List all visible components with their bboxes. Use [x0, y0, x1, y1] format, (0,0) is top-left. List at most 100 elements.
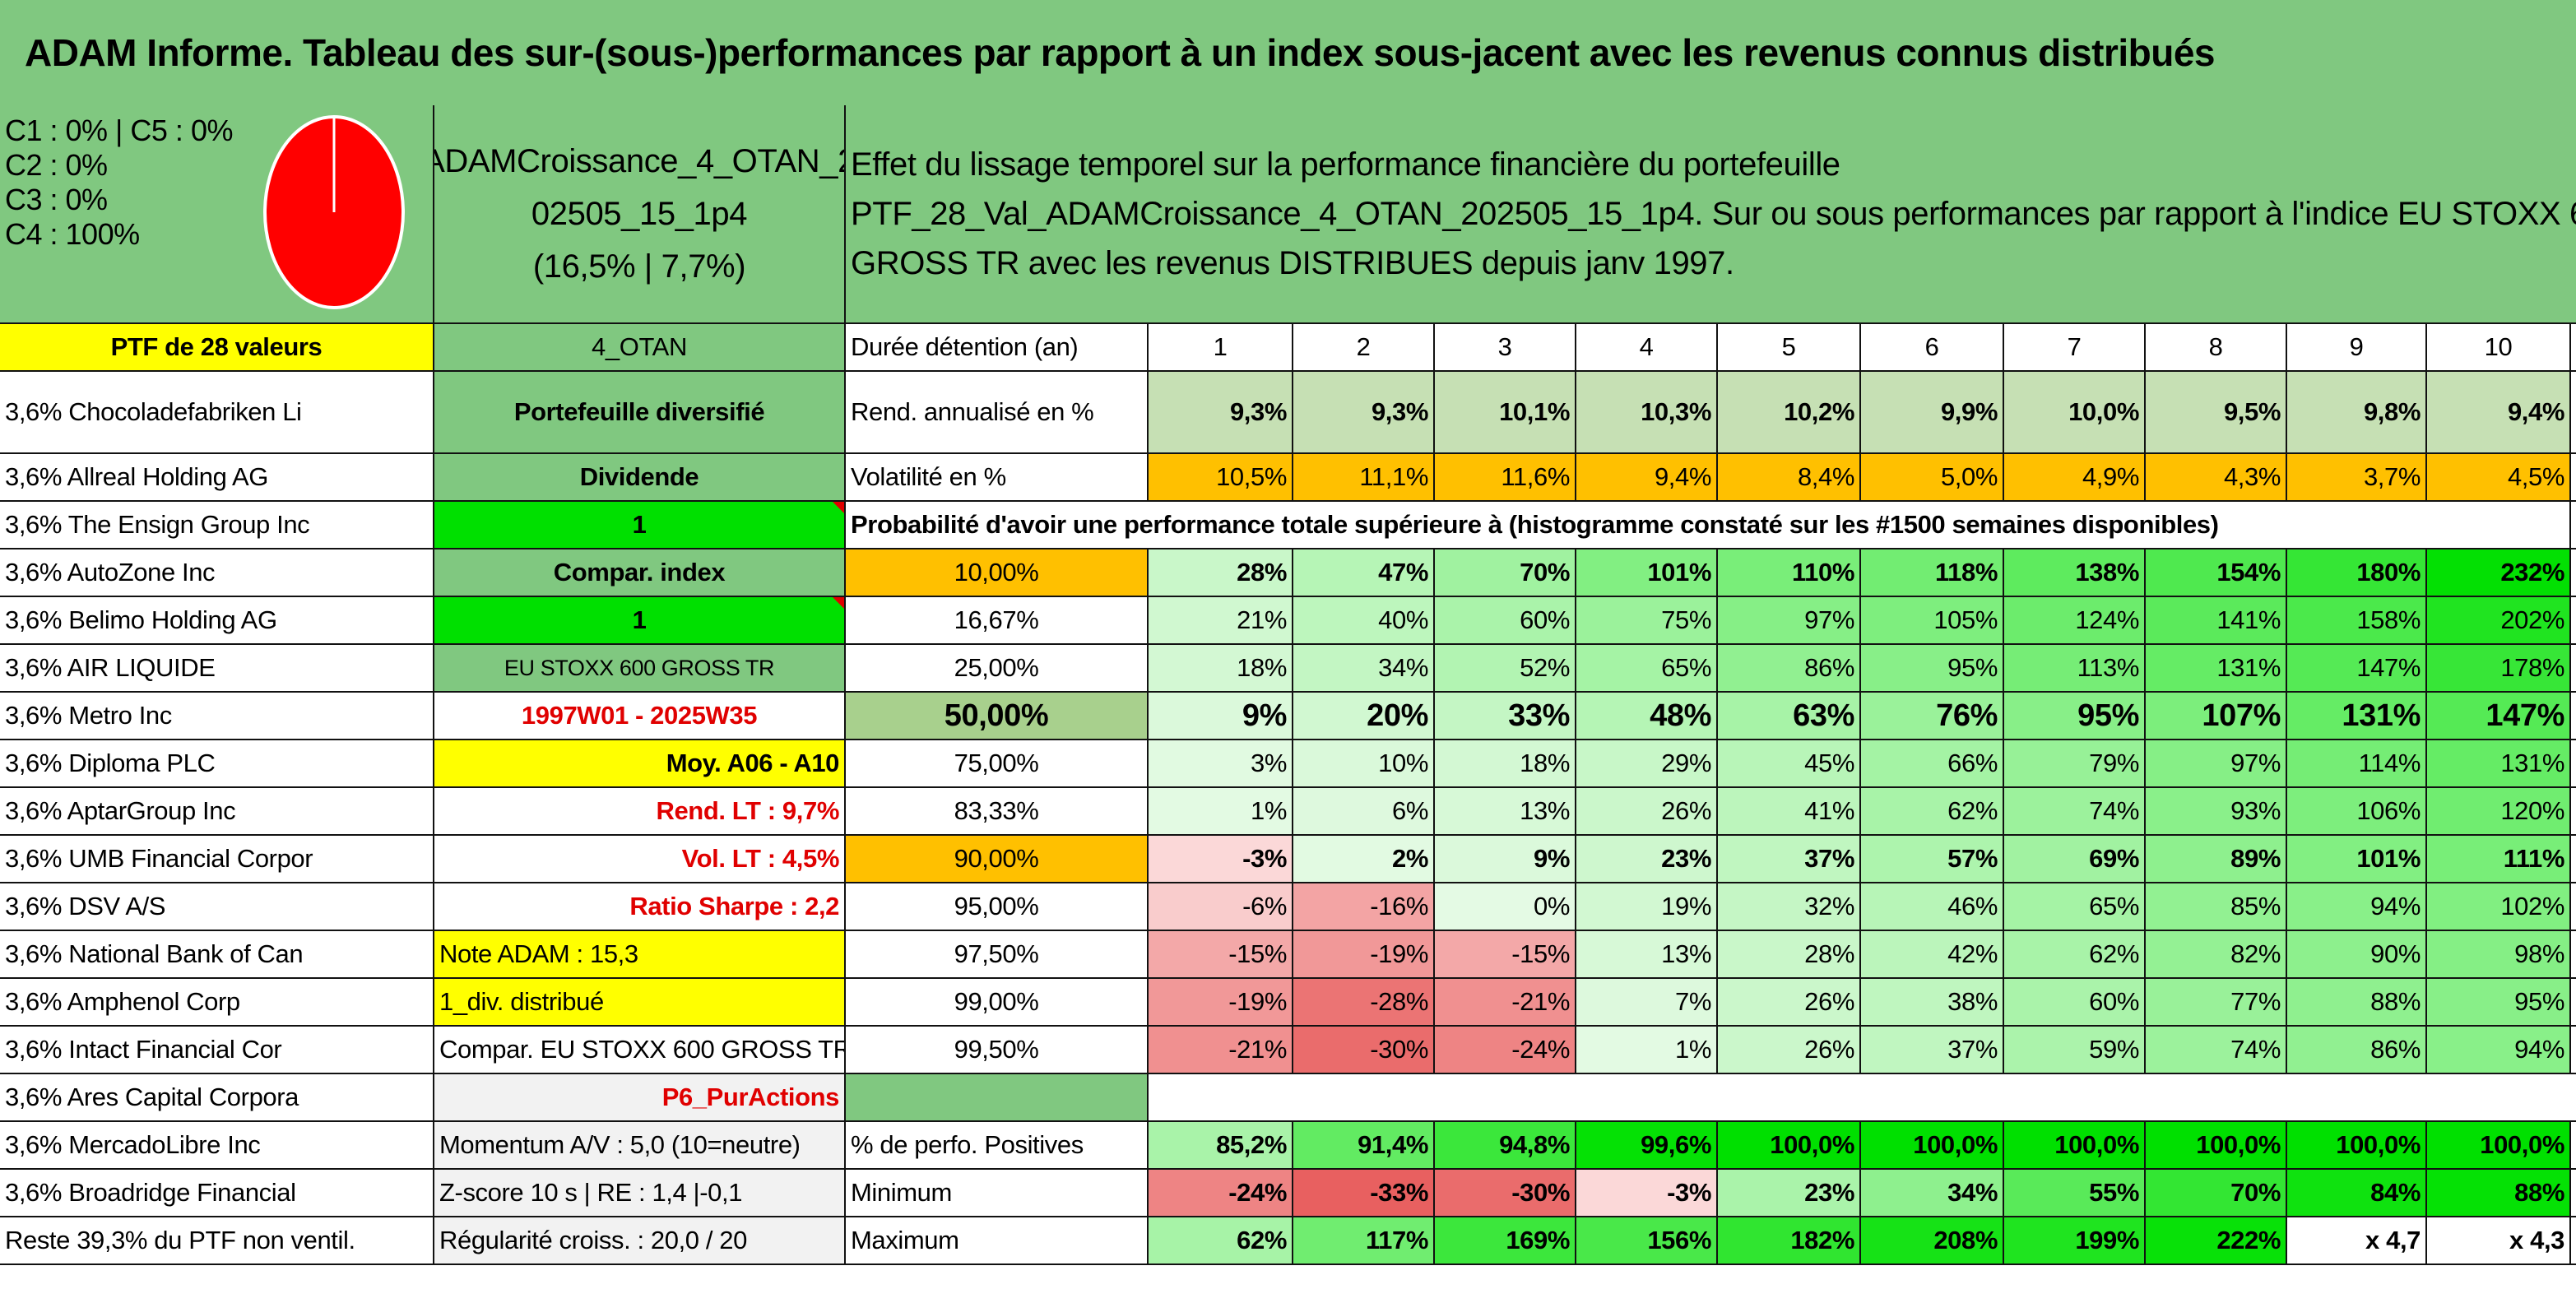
- year-header: 10: [2427, 324, 2571, 372]
- vol-value: 3,7%: [2287, 454, 2427, 502]
- prob-value: 110%: [1718, 549, 1861, 597]
- positive-value: 100,0%: [2287, 1122, 2427, 1170]
- spare-column: [2571, 883, 2576, 931]
- prob-value: -15%: [1149, 931, 1293, 979]
- prob-value: 47%: [1293, 549, 1435, 597]
- portfolio-name-cell: ADAMCroissance_4_OTAN_2 02505_15_1p4 (16,5…: [434, 105, 846, 324]
- year-header: 5: [1718, 324, 1861, 372]
- prob-value: 202%: [2427, 597, 2571, 645]
- holding-item: 3,6% MercadoLibre Inc: [0, 1122, 434, 1170]
- prob-value: -24%: [1435, 1027, 1576, 1074]
- rend-value: 10,0%: [2004, 372, 2146, 454]
- prob-value: 70%: [1435, 549, 1576, 597]
- positive-value: 100,0%: [2146, 1122, 2287, 1170]
- rend-value: 9,3%: [1149, 372, 1293, 454]
- vol-value: 11,1%: [1293, 454, 1435, 502]
- prob-value: -15%: [1435, 931, 1576, 979]
- spare-column: [2571, 931, 2576, 979]
- prob-value: 60%: [1435, 597, 1576, 645]
- holding-item: 3,6% Amphenol Corp: [0, 979, 434, 1027]
- vol-value: 8,4%: [1718, 454, 1861, 502]
- min-value: 55%: [2004, 1170, 2146, 1217]
- portfolio-div: 1_div. distribué: [434, 979, 846, 1027]
- prob-value: 28%: [1718, 931, 1861, 979]
- prob-value: 86%: [1718, 645, 1861, 693]
- composition-line: C3 : 0%: [5, 183, 108, 216]
- prob-value: 86%: [2287, 1027, 2427, 1074]
- prob-value: -6%: [1149, 883, 1293, 931]
- min-value: 34%: [1861, 1170, 2004, 1217]
- year-header: 2: [1293, 324, 1435, 372]
- rend-value: 9,3%: [1293, 372, 1435, 454]
- prob-percentile: 83,33%: [846, 788, 1149, 836]
- prob-value: 93%: [2146, 788, 2287, 836]
- prob-value: 107%: [2146, 693, 2287, 740]
- prob-value: 65%: [1576, 645, 1718, 693]
- prob-value: 2%: [1293, 836, 1435, 883]
- composition-cell: C1 : 0% | C5 : 0% C2 : 0% C3 : 0% C4 : 100%: [0, 105, 434, 324]
- prob-value: 62%: [2004, 931, 2146, 979]
- spare-column: [2571, 372, 2576, 454]
- prob-value: 20%: [1293, 693, 1435, 740]
- min-value: -24%: [1149, 1170, 1293, 1217]
- prob-value: 1%: [1149, 788, 1293, 836]
- vol-value: 4,5%: [2427, 454, 2571, 502]
- prob-value: 28%: [1149, 549, 1293, 597]
- prob-percentile: 16,67%: [846, 597, 1149, 645]
- composition-line: C2 : 0%: [5, 148, 108, 182]
- prob-value: -19%: [1149, 979, 1293, 1027]
- holding-item: 3,6% UMB Financial Corpor: [0, 836, 434, 883]
- holding-item: 3,6% The Ensign Group Inc: [0, 502, 434, 549]
- prob-value: 9%: [1435, 836, 1576, 883]
- year-header: 6: [1861, 324, 2004, 372]
- spare-column: [2571, 1217, 2576, 1265]
- min-label: Minimum: [846, 1170, 1149, 1217]
- prob-value: 124%: [2004, 597, 2146, 645]
- max-value: 169%: [1435, 1217, 1576, 1265]
- prob-value: 141%: [2146, 597, 2287, 645]
- composition-line: C1 : 0% | C5 : 0%: [5, 114, 233, 147]
- prob-percentile: 10,00%: [846, 549, 1149, 597]
- prob-value: 57%: [1861, 836, 2004, 883]
- spare-column: [2571, 597, 2576, 645]
- holding-item: 3,6% Metro Inc: [0, 693, 434, 740]
- max-value: 208%: [1861, 1217, 2004, 1265]
- prob-value: 37%: [1861, 1027, 2004, 1074]
- prob-value: 94%: [2427, 1027, 2571, 1074]
- positive-value: 91,4%: [1293, 1122, 1435, 1170]
- portfolio-name-line: 02505_15_1p4: [531, 196, 748, 232]
- portfolio-regularity: Régularité croiss. : 20,0 / 20: [434, 1217, 846, 1265]
- prob-value: 9%: [1149, 693, 1293, 740]
- year-header: 7: [2004, 324, 2146, 372]
- prob-value: 65%: [2004, 883, 2146, 931]
- prob-value: -19%: [1293, 931, 1435, 979]
- holding-item: Reste 39,3% du PTF non ventil.: [0, 1217, 434, 1265]
- positive-value: 100,0%: [1718, 1122, 1861, 1170]
- portfolio-compar-full: Compar. EU STOXX 600 GROSS TR: [434, 1027, 846, 1074]
- spare-column: [2571, 502, 2576, 549]
- holding-item: 3,6% AutoZone Inc: [0, 549, 434, 597]
- prob-value: -16%: [1293, 883, 1435, 931]
- portfolio-code: 4_OTAN: [434, 324, 846, 372]
- holding-item: 3,6% Broadridge Financial: [0, 1170, 434, 1217]
- spare-column: [2571, 740, 2576, 788]
- prob-value: 76%: [1861, 693, 2004, 740]
- performance-grid: C1 : 0% | C5 : 0% C2 : 0% C3 : 0% C4 : 100%…: [0, 105, 2576, 1289]
- prob-value: 82%: [2146, 931, 2287, 979]
- prob-value: 98%: [2427, 931, 2571, 979]
- prob-value: 113%: [2004, 645, 2146, 693]
- composition-pie-chart: [263, 115, 405, 309]
- prob-value: 131%: [2287, 693, 2427, 740]
- rend-value: 10,1%: [1435, 372, 1576, 454]
- prob-value: 38%: [1861, 979, 2004, 1027]
- positive-label: % de perfo. Positives: [846, 1122, 1149, 1170]
- max-value: 199%: [2004, 1217, 2146, 1265]
- prob-value: 45%: [1718, 740, 1861, 788]
- min-value: 84%: [2287, 1170, 2427, 1217]
- vol-label: Volatilité en %: [846, 454, 1149, 502]
- prob-value: 97%: [2146, 740, 2287, 788]
- year-header: 3: [1435, 324, 1576, 372]
- holding-item: 3,6% Chocoladefabriken Li: [0, 372, 434, 454]
- prob-value: 154%: [2146, 549, 2287, 597]
- prob-value: 33%: [1435, 693, 1576, 740]
